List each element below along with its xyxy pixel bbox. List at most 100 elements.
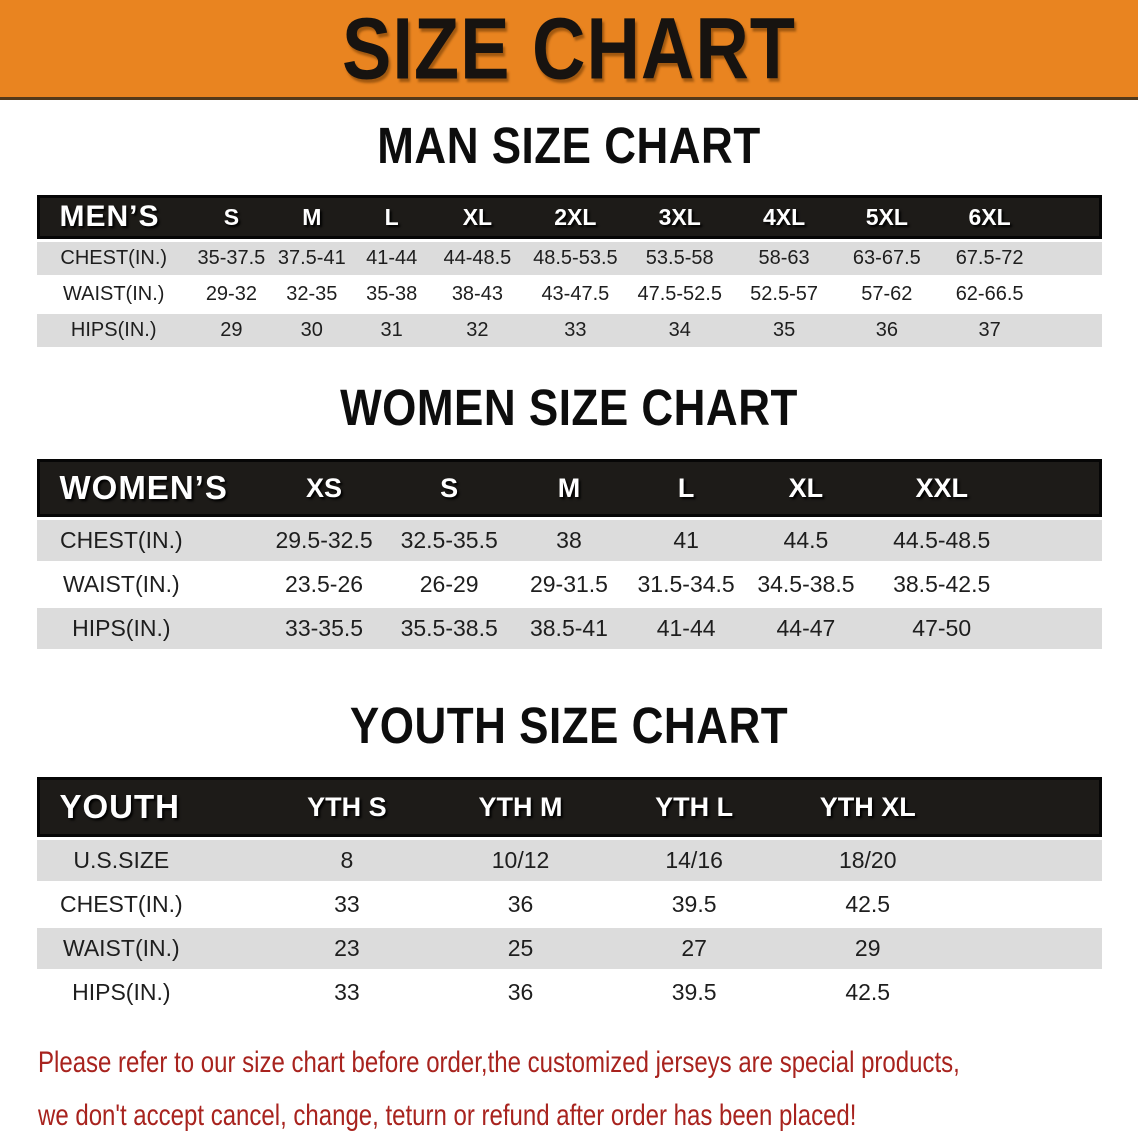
men-value-cell: 35-38: [351, 278, 432, 311]
men-row-filler: [1041, 242, 1102, 275]
men-value-cell: 29-32: [190, 278, 272, 311]
women-row-label: CHEST(IN.): [36, 520, 261, 561]
men-value-cell: 48.5-53.5: [523, 242, 628, 275]
women-table-row-hips-in-: HIPS(IN.) 33-35.5 35.5-38.5 38.5-41 41-44 44-…: [36, 608, 1102, 649]
men-value-cell: 32: [431, 314, 524, 347]
men-column-header-4xl: 4XL: [731, 195, 837, 239]
men-table-row-hips-in-: HIPS(IN.) 29 30 31 32 33 34 35 36 37: [36, 314, 1102, 347]
women-value-cell: 23.5-26: [260, 564, 388, 605]
youth-table-row-u-s-size: U.S.SIZE 8 10/12 14/16 18/20: [36, 840, 1102, 881]
youth-row-label: WAIST(IN.): [36, 928, 261, 969]
women-row-filler: [1016, 520, 1102, 561]
men-value-cell: 43-47.5: [523, 278, 628, 311]
women-column-header-xl: XL: [744, 459, 868, 517]
women-value-cell: 34.5-38.5: [744, 564, 868, 605]
disclaimer: Please refer to our size chart before or…: [38, 1040, 1138, 1138]
men-row-label: WAIST(IN.): [36, 278, 191, 311]
youth-value-cell: 33: [260, 972, 434, 1013]
youth-row-label: HIPS(IN.): [36, 972, 261, 1013]
youth-value-cell: 39.5: [607, 972, 781, 1013]
youth-value-cell: 36: [433, 972, 608, 1013]
men-header-filler: [1041, 195, 1102, 239]
men-value-cell: 29: [190, 314, 272, 347]
youth-row-filler: [954, 972, 1102, 1013]
men-value-cell: 52.5-57: [731, 278, 837, 311]
women-value-cell: 47-50: [867, 608, 1017, 649]
women-column-header-s: S: [387, 459, 511, 517]
youth-size-table: YOUTH YTH S YTH M YTH L YTH XL U.S.SIZE 8 10/12…: [36, 774, 1102, 1016]
women-row-filler: [1016, 608, 1102, 649]
women-value-cell: 41: [627, 520, 745, 561]
men-value-cell: 32-35: [271, 278, 352, 311]
men-value-cell: 62-66.5: [937, 278, 1042, 311]
men-value-cell: 33: [523, 314, 628, 347]
women-value-cell: 33-35.5: [260, 608, 388, 649]
men-table-row-chest-in-: CHEST(IN.) 35-37.5 37.5-41 41-44 44-48.5 48.5…: [36, 242, 1102, 275]
women-value-cell: 44.5: [744, 520, 868, 561]
men-column-header-s: S: [190, 195, 272, 239]
men-value-cell: 34: [627, 314, 732, 347]
youth-row-filler: [954, 928, 1102, 969]
disclaimer-line-1: Please refer to our size chart before or…: [38, 1040, 1138, 1085]
women-column-header-l: L: [627, 459, 745, 517]
women-header-row: WOMEN’S XS S M L XL XXL: [36, 459, 1102, 517]
men-table-row-waist-in-: WAIST(IN.) 29-32 32-35 35-38 38-43 43-47.5 47.…: [36, 278, 1102, 311]
women-column-header-xs: XS: [260, 459, 388, 517]
men-header-row: MEN’S S M L XL 2XL 3XL 4XL 5XL 6XL: [36, 195, 1102, 239]
men-value-cell: 41-44: [351, 242, 432, 275]
disclaimer-line-1-text: Please refer to our size chart before or…: [38, 1046, 960, 1079]
women-value-cell: 29-31.5: [510, 564, 628, 605]
youth-row-filler: [954, 840, 1102, 881]
men-row-filler: [1041, 314, 1102, 347]
youth-value-cell: 8: [260, 840, 434, 881]
section-title-men: MAN SIZE CHART: [377, 118, 761, 175]
men-value-cell: 58-63: [731, 242, 837, 275]
section-title-row-men: MAN SIZE CHART: [0, 118, 1138, 174]
men-value-cell: 44-48.5: [431, 242, 524, 275]
section-title-row-women: WOMEN SIZE CHART: [0, 380, 1138, 436]
women-table-row-waist-in-: WAIST(IN.) 23.5-26 26-29 29-31.5 31.5-34.5 34…: [36, 564, 1102, 605]
disclaimer-line-2-text: we don't accept cancel, change, teturn o…: [38, 1099, 857, 1132]
men-row-label: CHEST(IN.): [36, 242, 191, 275]
men-column-header-3xl: 3XL: [627, 195, 732, 239]
section-title-youth: YOUTH SIZE CHART: [349, 698, 789, 755]
men-value-cell: 37: [937, 314, 1042, 347]
women-value-cell: 38: [510, 520, 628, 561]
women-group-label: WOMEN’S: [36, 459, 261, 517]
men-value-cell: 47.5-52.5: [627, 278, 732, 311]
women-row-label: WAIST(IN.): [36, 564, 261, 605]
youth-column-header-yth-m: YTH M: [433, 777, 608, 837]
youth-row-label: U.S.SIZE: [36, 840, 261, 881]
section-youth: YOUTH SIZE CHART YOUTH YTH S YTH M YTH L YTH …: [0, 698, 1138, 1016]
youth-row-filler: [954, 884, 1102, 925]
men-group-label: MEN’S: [36, 195, 191, 239]
men-value-cell: 57-62: [836, 278, 938, 311]
men-size-table: MEN’S S M L XL 2XL 3XL 4XL 5XL 6XL CHEST(IN.) 35-37…: [36, 192, 1102, 350]
youth-value-cell: 39.5: [607, 884, 781, 925]
women-value-cell: 35.5-38.5: [387, 608, 511, 649]
men-row-filler: [1041, 278, 1102, 311]
youth-row-label: CHEST(IN.): [36, 884, 261, 925]
youth-header-row: YOUTH YTH S YTH M YTH L YTH XL: [36, 777, 1102, 837]
youth-value-cell: 18/20: [780, 840, 955, 881]
youth-value-cell: 42.5: [780, 972, 955, 1013]
youth-value-cell: 10/12: [433, 840, 608, 881]
section-title-row-youth: YOUTH SIZE CHART: [0, 698, 1138, 754]
women-value-cell: 41-44: [627, 608, 745, 649]
youth-value-cell: 23: [260, 928, 434, 969]
section-title-women: WOMEN SIZE CHART: [340, 380, 798, 437]
youth-value-cell: 42.5: [780, 884, 955, 925]
women-value-cell: 32.5-35.5: [387, 520, 511, 561]
men-value-cell: 38-43: [431, 278, 524, 311]
women-column-header-m: M: [510, 459, 628, 517]
women-row-label: HIPS(IN.): [36, 608, 261, 649]
men-value-cell: 30: [271, 314, 352, 347]
youth-value-cell: 36: [433, 884, 608, 925]
women-value-cell: 38.5-42.5: [867, 564, 1017, 605]
men-value-cell: 67.5-72: [937, 242, 1042, 275]
women-value-cell: 38.5-41: [510, 608, 628, 649]
size-chart-sections: MAN SIZE CHART MEN’S S M L XL 2XL 3XL 4XL 5XL 6XL C…: [0, 118, 1138, 1016]
disclaimer-line-2: we don't accept cancel, change, teturn o…: [38, 1093, 1138, 1138]
men-column-header-6xl: 6XL: [937, 195, 1042, 239]
youth-value-cell: 27: [607, 928, 781, 969]
